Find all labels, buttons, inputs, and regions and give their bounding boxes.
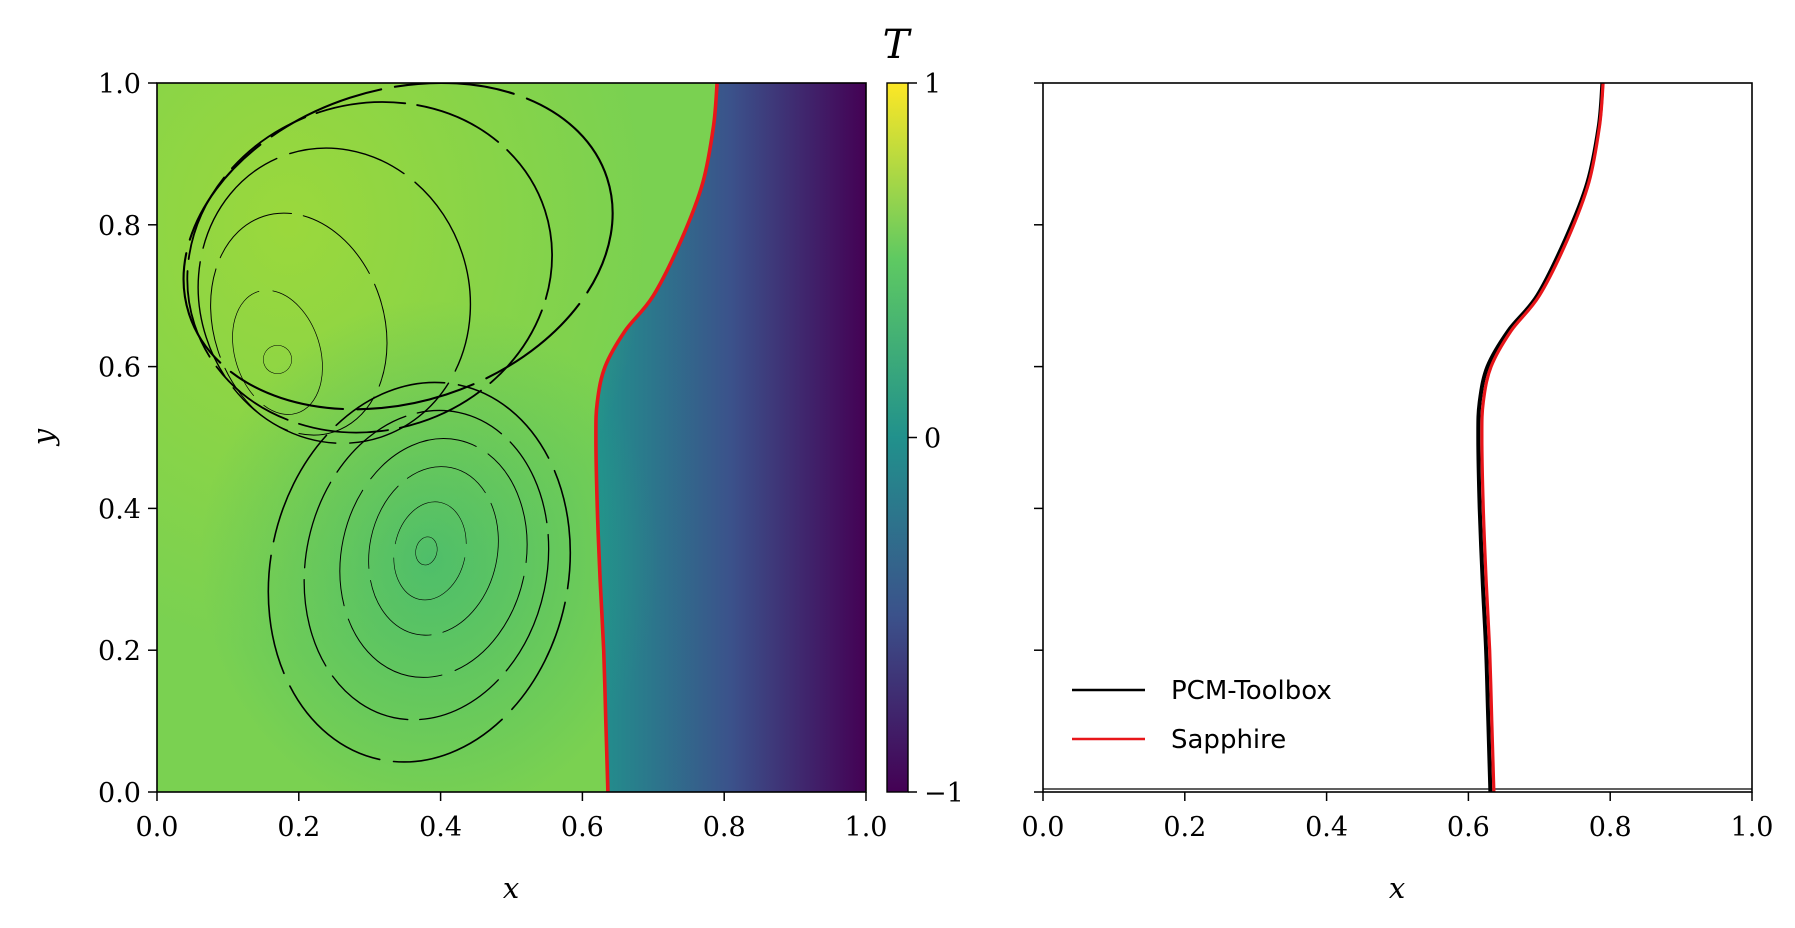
y-tick-label: 0.6 — [98, 353, 141, 384]
right-axes-background — [1043, 83, 1752, 792]
series-line-sapphire — [1480, 83, 1605, 792]
colorbar-tick-label: 0 — [924, 424, 941, 455]
interface-curve — [594, 83, 719, 792]
x-tick-label: 0.2 — [1163, 812, 1206, 843]
x-tick-label: 0.6 — [1447, 812, 1490, 843]
x-tick-label: 0.8 — [703, 812, 746, 843]
left-x-ticks: 0.0 0.2 0.4 0.6 0.8 1.0 — [136, 792, 888, 843]
legend-label-pcm-toolbox: PCM-Toolbox — [1171, 676, 1332, 706]
x-tick-label: 0.4 — [1305, 812, 1348, 843]
x-tick-label: 0.0 — [136, 812, 179, 843]
lower-vortex-tint — [200, 300, 660, 792]
streamline — [393, 501, 467, 601]
left-y-axis-label: y — [26, 428, 60, 447]
x-tick-label: 0.6 — [561, 812, 604, 843]
x-tick-label: 1.0 — [1731, 812, 1774, 843]
colorbar-tick-label: −1 — [924, 778, 964, 809]
streamline — [339, 438, 528, 678]
streamlines — [182, 83, 614, 763]
y-tick-label: 0.4 — [98, 494, 141, 525]
right-x-axis-label: x — [1389, 871, 1405, 905]
right-axes-frame — [1042, 82, 1753, 793]
y-tick-label: 0.8 — [98, 211, 141, 242]
colorbar-ticks: 1 0 −1 — [908, 69, 964, 809]
streamline — [232, 289, 323, 415]
left-axes-frame — [156, 82, 867, 793]
colorbar-gradient — [886, 82, 909, 793]
x-tick-label: 0.8 — [1589, 812, 1632, 843]
legend: PCM-Toolbox Sapphire — [1072, 676, 1332, 755]
legend-label-sapphire: Sapphire — [1171, 725, 1286, 755]
right-x-ticks: 0.0 0.2 0.4 0.6 0.8 1.0 — [1022, 792, 1774, 843]
x-tick-label: 1.0 — [845, 812, 888, 843]
streamline — [415, 536, 438, 566]
x-tick-label: 0.4 — [419, 812, 462, 843]
streamline — [368, 466, 499, 636]
left-y-ticks: 0.0 0.2 0.4 0.6 0.8 1.0 — [98, 69, 157, 809]
streamline — [267, 381, 572, 763]
streamline — [182, 83, 614, 411]
streamline — [263, 345, 292, 374]
y-tick-label: 0.0 — [98, 778, 141, 809]
colorbar-title: T — [883, 22, 913, 68]
streamline — [197, 147, 472, 445]
streamline — [186, 101, 553, 434]
right-y-ticks — [1034, 82, 1043, 793]
x-tick-label: 0.0 — [1022, 812, 1065, 843]
left-x-axis-label: x — [503, 871, 519, 905]
y-tick-label: 0.2 — [98, 636, 141, 667]
temperature-field — [157, 83, 866, 792]
left-panel: 0.0 0.2 0.4 0.6 0.8 1.0 0.00.20.40.60.81.0 x … — [26, 69, 888, 905]
colorbar-tick-label: 1 — [924, 69, 941, 100]
y-tick-label: 1.0 — [98, 69, 141, 100]
x-tick-label: 0.2 — [277, 812, 320, 843]
right-panel: 0.0 0.2 0.4 0.6 0.8 1.0 x PCM-Toolbox Sapphir… — [1022, 82, 1774, 905]
colorbar: 1 0 −1 T — [883, 22, 964, 809]
streamline — [303, 409, 550, 721]
